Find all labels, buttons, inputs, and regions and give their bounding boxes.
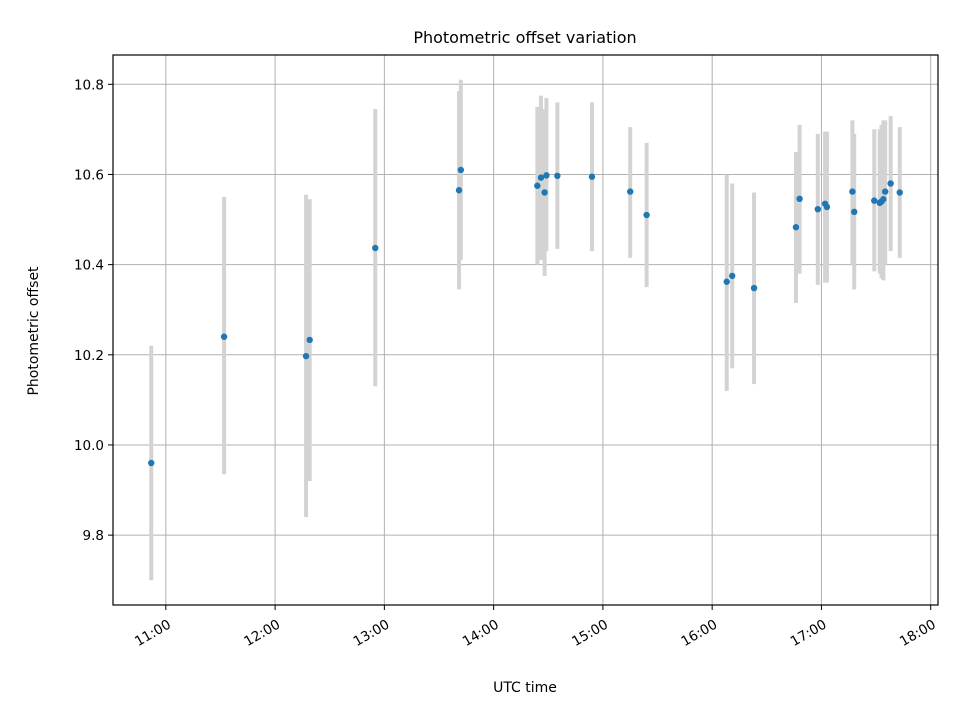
y-tick-label: 10.8 [74, 77, 104, 93]
data-point [220, 333, 228, 340]
data-point [849, 188, 856, 195]
data-point [643, 211, 650, 219]
data-point [372, 244, 379, 252]
data-point [896, 189, 903, 196]
data-point [457, 166, 465, 174]
data-point [541, 189, 548, 196]
data-point [750, 284, 758, 292]
plot-frame [112, 54, 939, 606]
data-point [880, 196, 887, 203]
data-point [627, 188, 634, 195]
data-point [796, 195, 803, 203]
data-point [537, 174, 545, 181]
data-point [302, 352, 310, 360]
y-tick-label: 10.0 [74, 438, 104, 454]
y-tick-label: 9.8 [83, 528, 104, 544]
data-point [534, 182, 541, 189]
y-axis-label: Photometric offset [26, 266, 42, 396]
x-axis-label: UTC time [493, 680, 557, 696]
y-tick-label: 10.2 [74, 348, 104, 364]
data-point [729, 272, 736, 280]
data-point [554, 172, 561, 180]
y-axis-ticks: 9.8 10.0 10.2 10.4 10.6 10.8 [74, 77, 113, 544]
data-point [455, 187, 463, 194]
data-point [814, 205, 822, 213]
y-tick-label: 10.4 [74, 258, 104, 274]
data-point [723, 278, 730, 285]
data-point [543, 172, 550, 179]
data-point [881, 188, 889, 195]
data-point [306, 336, 313, 344]
y-tick-label: 10.6 [74, 167, 104, 183]
data-point [871, 197, 878, 204]
chart-title: Photometric offset variation [413, 28, 636, 47]
data-point [588, 173, 596, 180]
data-point [851, 208, 858, 216]
data-point [792, 224, 800, 231]
data-point [887, 180, 894, 187]
data-point [148, 459, 155, 467]
data-point [823, 203, 831, 211]
data-points [148, 166, 903, 467]
